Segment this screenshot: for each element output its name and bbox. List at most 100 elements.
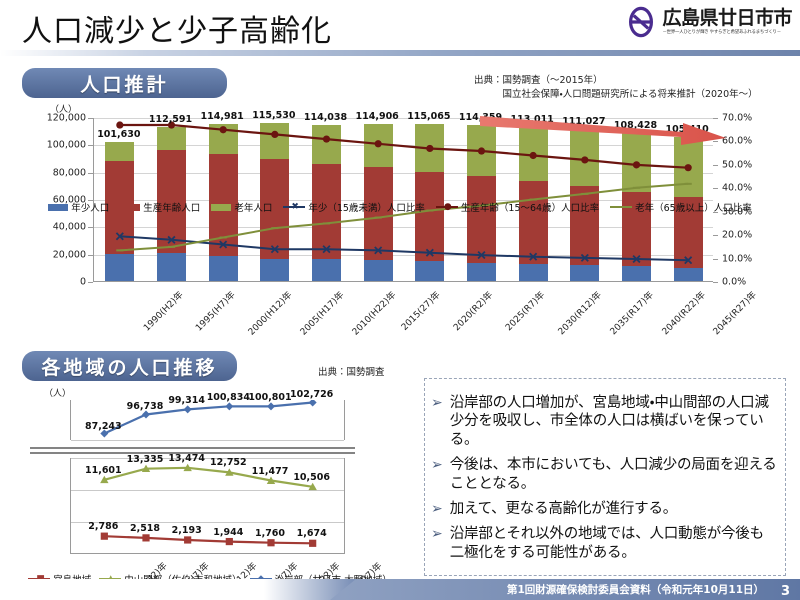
bullet-arrow-icon: ➢ [431, 456, 443, 473]
bullet-item: ➢ 今後は、本市においても、人口減少の局面を迎えることとなる。 [431, 456, 777, 493]
chart1-bar-segment [312, 164, 341, 260]
legend-swatch-box [211, 203, 232, 211]
chart1-y-tick-right: 70.0% [722, 112, 753, 124]
chart1-total-label: 111,027 [562, 116, 606, 128]
chart2-gridline [71, 440, 344, 441]
chart2-data-label: 99,314 [168, 395, 205, 407]
decline-trend-arrow-icon [480, 116, 726, 145]
chart1-gridline [94, 200, 713, 201]
hatsukaichi-emblem-icon [629, 6, 654, 38]
chart1-bar-segment [363, 167, 393, 260]
chart1-x-label: 2040(R22)年 [660, 290, 708, 338]
chart1-y-tick-left: 100,000 [46, 139, 86, 151]
chart2-gridline [71, 490, 344, 491]
chart1-legend-item: 老年（65歳以上）人口比率 [610, 200, 752, 214]
chart1-bar-column [312, 125, 341, 281]
chart1-y-tick-left: 20,000 [52, 249, 86, 261]
chart1-bar-segment [260, 159, 290, 259]
chart1-bar-segment [415, 171, 445, 262]
chart1-x-label: 2005(H17)年 [298, 290, 347, 338]
chart1-bar-segment [157, 127, 186, 151]
chart1-legend-item: 年少人口 [48, 200, 109, 214]
chart1-tickmark [88, 172, 93, 174]
chart1-tickmark [88, 282, 93, 283]
chart2-series-path [100, 463, 317, 491]
bullet-text: 沿岸部の人口増加が、宮島地域・中山間部の人口減少分を吸収し、市全体の人口は横ばい… [449, 394, 769, 448]
chart1-tickmark [88, 254, 93, 256]
chart1-tickmark [713, 188, 718, 190]
chart1-tickmark [713, 258, 718, 260]
chart1-y-tick-right: 0.0% [722, 276, 747, 288]
chart1-x-label: 2010(H22)年 [350, 290, 398, 338]
logo-tagline: －世界一人ひとりが輝き やすらぎと希望あふれるまちづくり－ [662, 29, 781, 35]
chart1-tickmark [88, 227, 93, 229]
chart2-data-label: 87,243 [84, 420, 122, 432]
chart1-tickmark [713, 141, 718, 143]
chart1-gridline [94, 227, 713, 229]
legend-swatch-line: ● [435, 202, 458, 212]
chart1-bar-segment [622, 266, 651, 281]
legend-label: 年少（15歳未満）人口比率 [308, 203, 425, 214]
chart1-legend: 年少人口 生産年齢人口 老年人口 ✖ 年少（15歳未満）人口比率 ● 生産年齢（15～64歳… [0, 200, 800, 214]
chart2-data-label: 2,518 [129, 522, 161, 534]
page-title: 人口減少と少子高齢化 [22, 14, 332, 49]
chart1-bar-segment [105, 253, 135, 281]
chart-regional-population-trend: （人） ■宮島地域▲中山間部（佐伯・吉和地域）◆沿岸部（廿日市・大野地域） 84… [0, 386, 420, 600]
chart1-legend-item: 生産年齢人口 [120, 200, 200, 214]
chart1-bar-segment [673, 197, 703, 268]
chart1-x-label: 2035(R17)年 [608, 290, 656, 338]
chart1-total-label: 114,981 [200, 110, 244, 122]
chart1-bar-segment [260, 123, 290, 160]
legend-label: 生産年齢（15～64歳）人口比率 [460, 203, 600, 214]
chart1-bar-column [570, 129, 600, 281]
chart1-total-label: 113,011 [510, 113, 554, 125]
page-number: 3 [780, 584, 790, 599]
chart1-legend-item: ✖ 年少（15歳未満）人口比率 [283, 200, 425, 214]
chart1-x-label: 2025(R7)年 [503, 290, 547, 334]
footer-band [330, 579, 800, 600]
chart1-total-label: 112,591 [148, 114, 193, 126]
chart1-tickmark [88, 200, 93, 201]
chart1-y-unit: （人） [50, 105, 78, 115]
chart1-bar-segment [622, 192, 651, 267]
chart1-legend-item: 老年人口 [211, 200, 272, 214]
chart1-x-label: 2045(R27)年 [711, 290, 759, 338]
chart1-plot-area [93, 118, 713, 282]
chart2-data-label: 102,726 [290, 388, 334, 400]
city-logo: 広島県廿日市市 －世界一人ひとりが輝き やすらぎと希望あふれるまちづくり－ [625, 6, 792, 38]
section-banner-regional-trend: 各地域の人口推移 [22, 351, 237, 381]
chart1-x-label: 2000(H12)年 [247, 290, 295, 338]
chart2-data-label: 13,474 [168, 452, 205, 464]
chart1-x-label: 2020(R2)年 [451, 290, 495, 334]
section-banner-population-projection: 人口推計 [22, 68, 227, 98]
chart1-total-label: 115,530 [252, 110, 296, 122]
chart1-gridline [94, 172, 713, 174]
chart2-y-unit: （人） [44, 389, 72, 399]
bullet-text: 今後は、本市においても、人口減少の局面を迎えることとなる。 [449, 457, 777, 492]
footer-bar: 第1回財源確保検討委員会資料（令和元年10月11日） 3 [0, 579, 800, 600]
chart2-data-label: 11,477 [251, 465, 289, 477]
legend-label: 年少人口 [71, 203, 110, 214]
axis-break-marker-icon [30, 446, 355, 455]
chart1-bar-segment [415, 261, 445, 281]
chart1-bar-segment [157, 253, 186, 281]
chart1-gridline [94, 118, 713, 119]
bullet-text: 沿岸部とそれ以外の地域では、人口動態が今後も二極化をする可能性がある。 [449, 526, 764, 561]
bullet-text: 加えて、更なる高齢化が進行する。 [449, 500, 678, 517]
chart2-data-label: 2,786 [88, 521, 119, 533]
chart1-x-label: 2015(27)年 [400, 290, 443, 333]
chart2-data-label: 11,601 [84, 464, 122, 476]
chart1-y-tick-left: 40,000 [52, 221, 86, 233]
source-note-chart1: 出典：国勢調査（～2015年） 国立社会保障・人口問題研究所による将来推計（20… [474, 75, 758, 100]
chart1-bar-segment [157, 150, 186, 254]
chart2-data-label: 10,506 [293, 471, 330, 483]
legend-swatch-line [610, 202, 633, 212]
chart2-data-label: 100,834 [206, 392, 250, 404]
chart1-bar-column [415, 123, 445, 281]
chart1-x-label: 1990(H2)年 [142, 290, 186, 334]
chart1-bar-segment [105, 142, 135, 161]
chart1-bar-column [157, 127, 186, 281]
chart2-data-label: 96,738 [126, 400, 164, 412]
chart2-data-label: 1,944 [213, 526, 244, 538]
